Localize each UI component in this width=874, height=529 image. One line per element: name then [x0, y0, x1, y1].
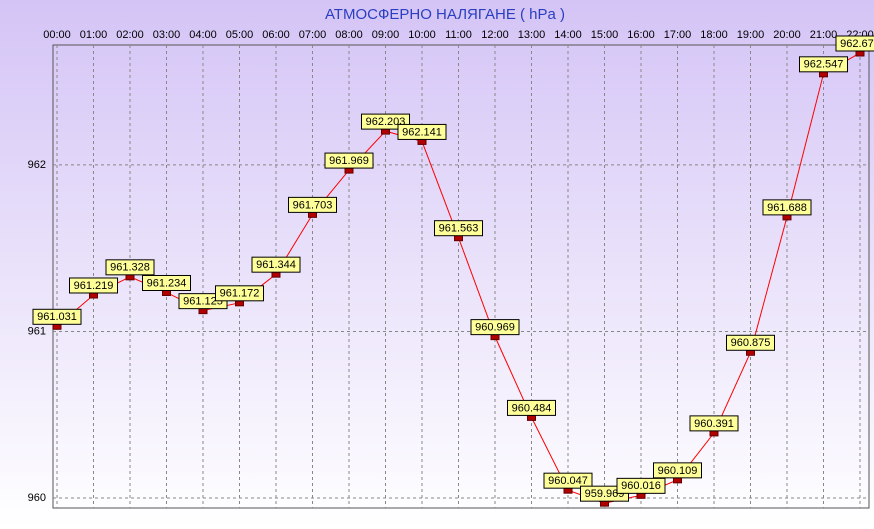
- value-label-box: [507, 399, 556, 416]
- y-tick-label: 962: [28, 159, 46, 171]
- value-label-box: [616, 477, 666, 494]
- chart-title: АТМОСФЕРНО НАЛЯГАНЕ ( hPa ): [325, 6, 565, 23]
- x-tick-label: 11:00: [445, 29, 472, 41]
- x-tick-label: 19:00: [737, 29, 765, 41]
- x-tick-label: 16:00: [627, 29, 655, 41]
- value-label: 960.875: [731, 337, 771, 349]
- value-label-box: [726, 334, 775, 351]
- x-tick-label: 14:00: [554, 29, 582, 41]
- x-tick-label: 03:00: [153, 29, 181, 41]
- value-label-box: [653, 462, 702, 479]
- x-tick-label: 00:00: [43, 29, 71, 41]
- value-label-box: [215, 285, 264, 302]
- y-tick-label: 960: [28, 492, 46, 504]
- plot-frame: [52, 44, 870, 509]
- value-label: 961.328: [110, 262, 150, 274]
- value-label: 960.016: [621, 480, 661, 492]
- value-label-box: [324, 152, 374, 169]
- value-label: 961.219: [74, 280, 114, 292]
- x-tick-label: 17:00: [664, 29, 692, 41]
- value-label: 961.969: [329, 155, 369, 167]
- value-label-box: [835, 35, 874, 52]
- value-label: 961.125: [183, 296, 223, 308]
- value-label: 962.672: [840, 38, 874, 50]
- x-tick-label: 01:00: [80, 29, 108, 41]
- value-label-box: [251, 256, 301, 273]
- x-tick-label: 21:00: [810, 29, 838, 41]
- x-tick-label: 18:00: [700, 29, 728, 41]
- value-label: 961.703: [293, 199, 333, 211]
- value-label: 962.547: [804, 59, 844, 71]
- value-label-box: [105, 259, 155, 276]
- value-label: 961.563: [439, 223, 479, 235]
- y-tick-label: 961: [28, 325, 46, 337]
- value-label: 961.344: [256, 259, 296, 271]
- value-label: 960.484: [512, 402, 552, 414]
- value-label-box: [689, 415, 739, 432]
- x-tick-label: 10:00: [408, 29, 436, 41]
- x-tick-label: 13:00: [518, 29, 546, 41]
- value-label-box: [762, 199, 812, 216]
- x-tick-label: 09:00: [372, 29, 400, 41]
- value-label: 961.172: [220, 288, 260, 300]
- value-label: 960.109: [658, 465, 698, 477]
- value-label-box: [470, 319, 520, 336]
- value-label-box: [397, 123, 447, 140]
- value-label: 961.688: [767, 202, 807, 214]
- x-tick-label: 08:00: [335, 29, 363, 41]
- x-tick-label: 12:00: [481, 29, 509, 41]
- value-label-box: [32, 308, 82, 325]
- x-tick-label: 05:00: [226, 29, 254, 41]
- value-label: 959.969: [585, 488, 625, 500]
- value-label: 960.047: [548, 475, 588, 487]
- value-label: 960.969: [475, 322, 515, 334]
- value-label-box: [142, 274, 191, 291]
- value-label-box: [799, 56, 848, 73]
- value-label-box: [543, 472, 593, 489]
- value-label: 962.141: [402, 126, 442, 138]
- x-tick-label: 06:00: [262, 29, 290, 41]
- x-tick-label: 20:00: [773, 29, 801, 41]
- value-label: 962.203: [366, 116, 406, 128]
- value-label: 961.031: [37, 311, 77, 323]
- x-tick-label: 15:00: [591, 29, 619, 41]
- x-tick-label: 04:00: [189, 29, 217, 41]
- value-label: 960.391: [694, 418, 734, 430]
- x-tick-label: 07:00: [299, 29, 327, 41]
- value-label-box: [434, 220, 483, 237]
- value-label-box: [69, 277, 118, 294]
- value-label: 961.234: [147, 277, 187, 289]
- value-label-box: [288, 196, 337, 213]
- x-tick-label: 02:00: [116, 29, 144, 41]
